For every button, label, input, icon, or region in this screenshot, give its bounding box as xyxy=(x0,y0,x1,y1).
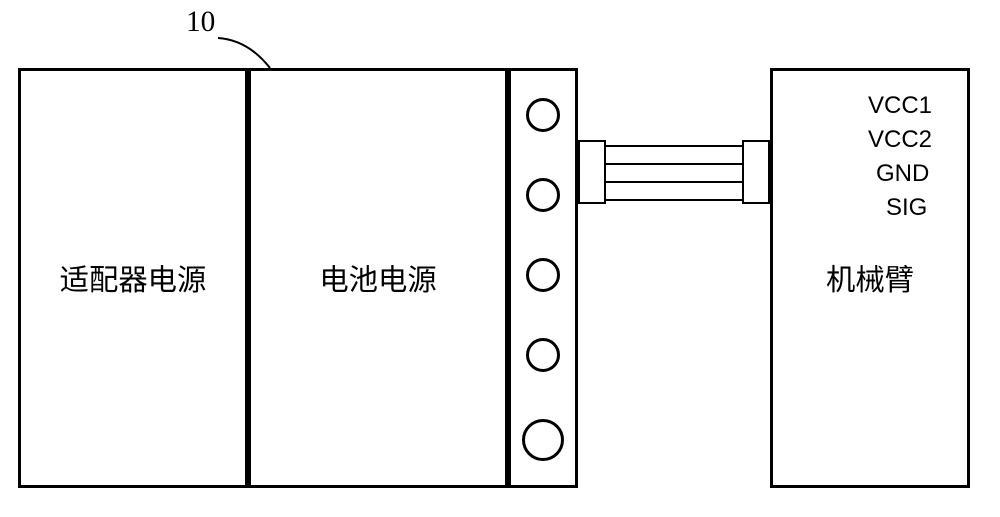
adapter-power-block: 适配器电源 xyxy=(18,68,248,488)
indicator-circle xyxy=(526,258,560,292)
pin-label-vcc2: VCC2 xyxy=(868,126,932,154)
connector-cable xyxy=(606,145,742,203)
adapter-power-label: 适配器电源 xyxy=(60,257,207,299)
connector-left xyxy=(578,140,606,204)
diagram-canvas: 10 适配器电源 电池电源 机械臂 VCC1 VCC2 GND SIG xyxy=(0,0,1000,517)
indicator-circle xyxy=(526,98,560,132)
indicator-circle xyxy=(526,178,560,212)
pin-label-sig: SIG xyxy=(886,194,927,222)
robot-arm-label: 机械臂 xyxy=(826,257,914,299)
pin-label-gnd: GND xyxy=(876,160,929,188)
battery-power-label: 电池电源 xyxy=(319,257,436,299)
connector-right xyxy=(742,140,770,204)
pin-label-vcc1: VCC1 xyxy=(868,92,932,120)
indicator-circle xyxy=(522,419,564,461)
indicator-circle xyxy=(526,338,560,372)
battery-power-block: 电池电源 xyxy=(248,68,508,488)
